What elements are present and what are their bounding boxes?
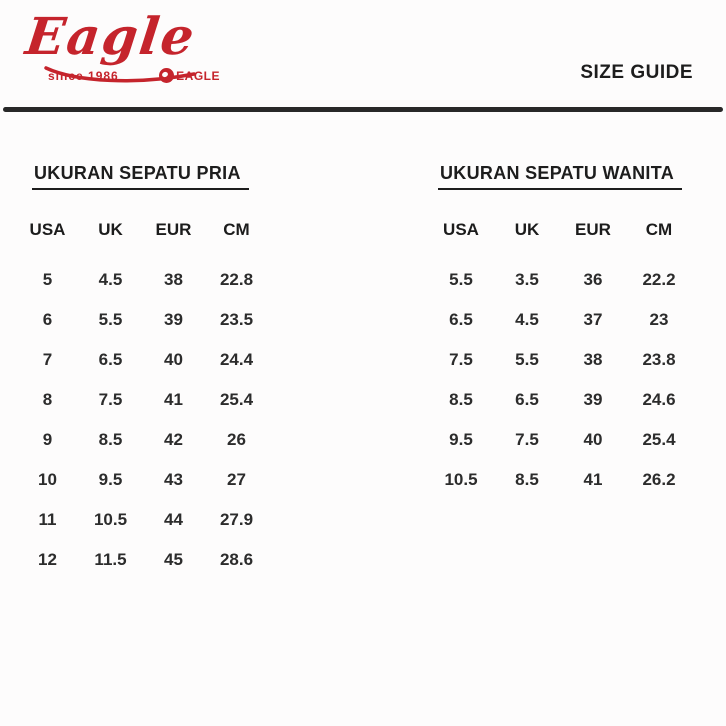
women-size-table: UKURAN SEPATU WANITA USA UK EUR CM 5.5 3.5 36 2…	[428, 160, 692, 500]
table-cell: 7.5	[449, 350, 473, 369]
table-cell: 23	[649, 310, 669, 329]
table-cell: 28.6	[219, 550, 254, 569]
brand-logo: Eagle since 1986 EAGLE	[22, 7, 221, 97]
column-header: EUR	[575, 220, 611, 239]
table-cell: 44	[164, 510, 183, 529]
column-header: EUR	[155, 220, 192, 239]
table-cell: 12	[38, 550, 57, 569]
table-cell: 5.5	[98, 310, 123, 329]
table-cell: 7.5	[515, 430, 539, 449]
table-cell: 22.8	[219, 270, 254, 289]
table-cell: 4.5	[98, 270, 123, 289]
column-header: USA	[443, 220, 479, 239]
table-cell: 6.5	[515, 390, 539, 409]
table-body: 5 4.5 38 22.8 6 5.5 39 23.5 7 6.5 40 24.4 8 7.5 41 25.4…	[16, 260, 268, 580]
table-cell: 41	[164, 390, 183, 409]
table-cell: 3.5	[515, 270, 539, 289]
table-cell: 23.8	[642, 350, 676, 369]
table-cell: 9.5	[98, 470, 123, 489]
table-cell: 7.5	[98, 390, 123, 409]
column-header: USA	[29, 220, 66, 239]
column-header: UK	[514, 220, 540, 239]
table-cell: 38	[583, 350, 603, 369]
table-cell: 26	[227, 430, 246, 449]
table-cell: 27.9	[219, 510, 254, 529]
table-cell: 22.2	[642, 270, 676, 289]
logo-swoosh-icon	[44, 66, 196, 83]
table-cell: 6.5	[449, 310, 473, 329]
table-cell: 24.6	[642, 390, 676, 409]
men-size-table: UKURAN SEPATU PRIA USA UK EUR CM 5 4.5 38 22.8 6…	[16, 160, 268, 580]
table-cell: 11.5	[94, 550, 127, 569]
table-cell: 10.5	[93, 510, 128, 529]
brand-wordmark: Eagle	[22, 7, 200, 67]
table-cell: 7	[42, 350, 53, 369]
table-cell: 37	[583, 310, 603, 329]
table-cell: 45	[164, 550, 183, 569]
brand-emblem-group: EAGLE	[159, 68, 220, 83]
column-header: CM	[645, 220, 673, 239]
table-cell: 4.5	[515, 310, 539, 329]
table-header-row: USA UK EUR CM	[16, 210, 268, 250]
table-cell: 26.2	[642, 470, 676, 489]
table-cell: 25.4	[642, 430, 676, 449]
men-table-grid: USA UK EUR CM 5 4.5 38 22.8 6 5.5 39 23.5 7 6.5 40 24.4…	[16, 210, 268, 580]
brand-emblem-label: EAGLE	[176, 68, 220, 83]
brand-tagline: since 1986	[48, 68, 119, 83]
table-cell: 39	[164, 310, 183, 329]
women-table-title: UKURAN SEPATU WANITA	[438, 163, 682, 190]
table-cell: 39	[583, 390, 603, 409]
column-header: CM	[223, 220, 250, 239]
column-header: UK	[98, 220, 123, 239]
table-cell: 43	[164, 470, 183, 489]
table-cell: 38	[164, 270, 183, 289]
table-cell: 6	[42, 310, 53, 329]
table-cell: 41	[583, 470, 603, 489]
table-cell: 10.5	[444, 470, 478, 489]
table-cell: 25.4	[219, 390, 254, 409]
table-cell: 8.5	[515, 470, 539, 489]
women-table-grid: USA UK EUR CM 5.5 3.5 36 22.2 6.5 4.5 37 23 7.5 5.5 38…	[428, 210, 692, 500]
table-cell: 5	[42, 270, 53, 289]
divider-line	[3, 107, 723, 112]
page-title: SIZE GUIDE	[580, 62, 693, 83]
table-cell: 27	[227, 470, 246, 489]
table-cell: 23.5	[219, 310, 254, 329]
men-table-title: UKURAN SEPATU PRIA	[32, 163, 249, 190]
table-cell: 8	[42, 390, 53, 409]
logo-subline: since 1986 EAGLE	[48, 68, 220, 83]
table-cell: 40	[583, 430, 603, 449]
table-cell: 9	[42, 430, 53, 449]
table-cell: 8.5	[98, 430, 123, 449]
eagle-emblem-icon	[159, 68, 175, 83]
table-cell: 6.5	[98, 350, 123, 369]
table-cell: 42	[164, 430, 183, 449]
table-cell: 36	[583, 270, 603, 289]
table-body: 5.5 3.5 36 22.2 6.5 4.5 37 23 7.5 5.5 38 23.8 8.5 6.5…	[428, 260, 692, 500]
table-cell: 11	[38, 510, 57, 529]
table-header-row: USA UK EUR CM	[428, 210, 692, 250]
table-cell: 9.5	[449, 430, 473, 449]
table-cell: 24.4	[219, 350, 254, 369]
table-cell: 5.5	[515, 350, 539, 369]
table-cell: 10	[38, 470, 57, 489]
table-cell: 40	[164, 350, 183, 369]
table-cell: 8.5	[449, 390, 473, 409]
table-cell: 5.5	[449, 270, 473, 289]
